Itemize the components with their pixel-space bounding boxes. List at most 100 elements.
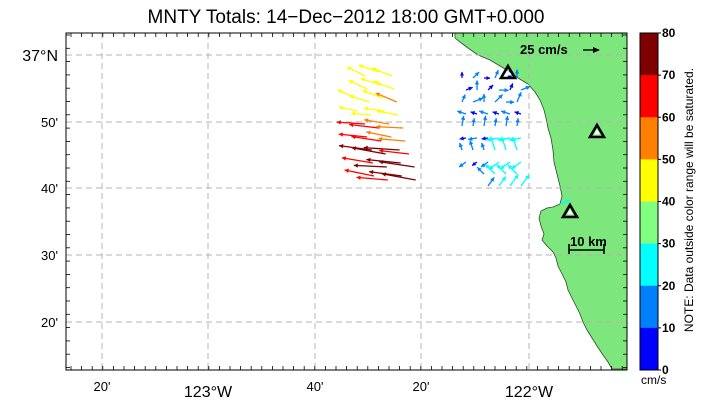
colorbar-tick-label: 20 — [662, 279, 676, 293]
y-tick-label: 50' — [41, 115, 58, 130]
current-vector-arrow — [504, 115, 510, 127]
current-vector-arrow — [459, 136, 467, 141]
triangle-station-icon — [498, 63, 518, 80]
current-vector-arrow — [511, 161, 522, 170]
reference-vector: 25 cm/s — [520, 42, 600, 57]
current-vector-arrow — [338, 132, 368, 138]
x-tick-label: 20' — [413, 379, 430, 394]
current-vector-arrow — [479, 110, 489, 115]
current-vector-arrow — [371, 67, 393, 77]
current-vector-arrow — [514, 111, 522, 116]
current-vector-arrow — [469, 140, 474, 151]
current-vector-arrow — [381, 172, 416, 181]
current-vector-arrow — [460, 115, 466, 127]
colorbar-tick-label: 0 — [662, 363, 669, 377]
y-tick-label: 30' — [41, 248, 58, 263]
current-vector-arrow — [338, 105, 358, 112]
scale-bar: 10 km — [568, 234, 607, 254]
current-vector-arrow — [461, 94, 466, 103]
frame-minor-ticks — [66, 33, 627, 370]
current-vector-arrow — [344, 168, 375, 177]
current-vector-arrow — [509, 83, 514, 91]
x-tick-label: 40' — [307, 379, 324, 394]
colorbar-segments — [640, 33, 658, 371]
current-vector-arrow — [364, 118, 390, 125]
current-vector-arrow — [458, 161, 467, 168]
current-vector-arrow — [507, 164, 518, 175]
current-vector-arrow — [349, 122, 380, 129]
current-vector-arrow — [468, 136, 478, 141]
current-vector-arrow — [363, 106, 385, 112]
current-vector-arrow — [351, 134, 382, 142]
current-vector-arrow — [482, 115, 488, 127]
colorbar-tick-label: 30 — [662, 237, 676, 251]
saturation-note: NOTE: Data outside color range will be s… — [682, 68, 696, 332]
current-vector-arrow — [476, 166, 485, 175]
current-vector-arrow — [487, 84, 494, 91]
current-vector-arrow — [520, 85, 531, 91]
current-vector-arrow — [472, 97, 484, 103]
current-vector-arrow — [363, 145, 400, 151]
current-vector-arrow — [480, 142, 486, 151]
current-vector-arrow — [481, 93, 487, 102]
scale-bar-label: 10 km — [570, 234, 607, 249]
current-vector-arrow — [375, 92, 398, 103]
colorbar-segment — [640, 201, 658, 245]
grid-lines — [66, 33, 627, 370]
current-vector-arrow — [508, 137, 522, 142]
current-vector-arrow — [366, 157, 401, 164]
current-vector-arrow — [511, 137, 518, 151]
colorbar-segment — [640, 243, 658, 287]
current-vector-arrow — [353, 163, 387, 168]
current-vector-arrow — [494, 94, 504, 103]
current-vector-arrow — [470, 111, 478, 116]
current-vector-arrow — [480, 161, 489, 168]
colorbar-tick-label: 40 — [662, 195, 676, 209]
radar-stations — [498, 63, 607, 219]
current-vector-arrow — [483, 76, 491, 81]
y-axis-labels: 37°N 50' 40' 30' 20' — [22, 48, 58, 330]
current-vector-arrow — [505, 99, 515, 105]
colorbar: 80 70 60 50 40 30 20 10 0 cm/s NOTE: Data outsid… — [639, 26, 696, 387]
colorbar-segment — [640, 327, 658, 371]
current-vector-arrow — [492, 111, 500, 116]
current-vector-arrow — [498, 87, 509, 93]
current-vector-arrow — [516, 91, 522, 103]
colorbar-segment — [640, 75, 658, 118]
y-tick-label: 20' — [41, 315, 58, 330]
triangle-station-icon — [587, 122, 607, 139]
current-vector-arrow — [487, 177, 495, 187]
colorbar-tick-label: 70 — [662, 68, 676, 82]
colorbar-tick-labels: 80 70 60 50 40 30 20 10 0 — [658, 26, 676, 377]
current-vector-arrow — [509, 174, 519, 187]
current-vector-arrow — [336, 120, 366, 125]
current-vector-arrow — [494, 69, 499, 79]
current-vector-arrow — [457, 110, 467, 115]
current-vector-arrow — [458, 142, 464, 151]
colorbar-tick-label: 80 — [662, 26, 676, 40]
right-arrow-icon — [583, 47, 600, 53]
y-tick-label: 37°N — [22, 48, 58, 65]
current-vectors — [336, 64, 571, 205]
y-tick-label: 40' — [41, 181, 58, 196]
current-vector-arrow — [559, 199, 571, 205]
colorbar-unit: cm/s — [641, 373, 666, 387]
current-vector-arrow — [493, 118, 498, 127]
colorbar-tick-label: 60 — [662, 110, 676, 124]
colorbar-segment — [640, 33, 658, 76]
current-vector-arrow — [472, 71, 480, 79]
current-vector-arrow — [489, 136, 496, 151]
colorbar-segment — [640, 159, 658, 202]
current-vector-arrow — [471, 118, 476, 127]
current-vector-arrow — [356, 175, 388, 181]
current-vector-arrow — [373, 80, 395, 90]
current-vector-arrow — [378, 160, 415, 168]
colorbar-segment — [640, 285, 658, 329]
current-vector-arrow — [459, 71, 465, 78]
current-vector-arrow — [499, 161, 511, 170]
current-vector-arrow — [376, 124, 404, 130]
current-vector-arrow — [481, 136, 489, 141]
colorbar-tick-label: 10 — [662, 321, 676, 335]
triangle-station-icon — [560, 202, 580, 219]
coastline-land — [454, 32, 628, 370]
